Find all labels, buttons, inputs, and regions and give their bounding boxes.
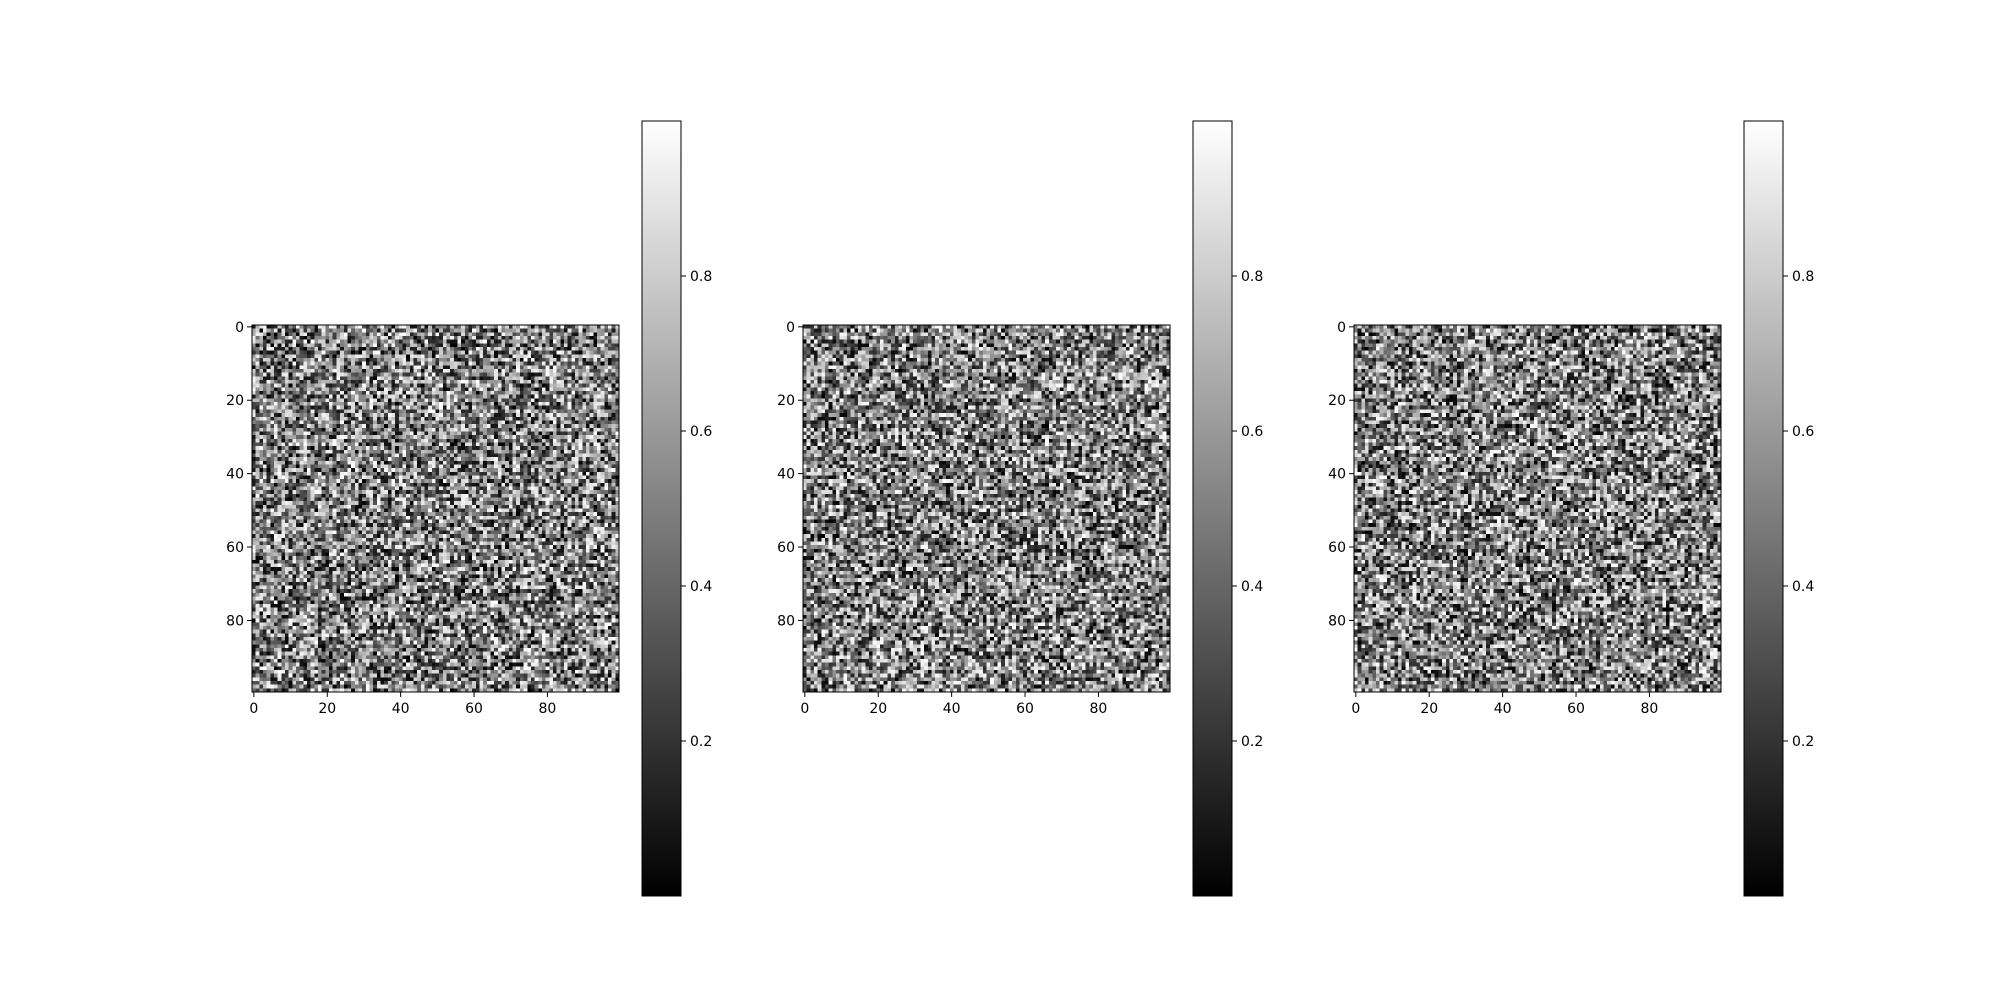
x-tick-label: 0 <box>1351 701 1360 717</box>
x-tick-label: 60 <box>1016 701 1034 717</box>
colorbar-tick-label: 0.4 <box>1241 579 1263 595</box>
x-tick-label: 80 <box>1641 701 1659 717</box>
y-tick-label: 40 <box>777 467 795 483</box>
heatmap-cells <box>1354 325 1721 692</box>
y-tick-label: 0 <box>235 320 244 336</box>
x-tick-label: 0 <box>800 701 809 717</box>
colorbar-tick-label: 0.6 <box>690 424 712 440</box>
y-tick-label: 20 <box>226 393 244 409</box>
x-tick-label: 0 <box>249 701 258 717</box>
axes-frame <box>802 324 1171 693</box>
colorbar-frame <box>1192 120 1233 897</box>
colorbar <box>1193 121 1232 896</box>
x-tick-label: 40 <box>392 701 410 717</box>
y-tick-label: 40 <box>226 467 244 483</box>
heatmap-panel-2: 0 20 40 60 80 0 20 40 60 80 0.2 0.4 0.6 0.8 <box>777 120 1263 897</box>
x-tick-label: 80 <box>1090 701 1108 717</box>
y-tick-label: 80 <box>226 613 244 629</box>
axes-frame <box>1353 324 1722 693</box>
colorbar-tick-label: 0.4 <box>690 579 712 595</box>
y-tick-label: 0 <box>1337 320 1346 336</box>
colorbar-tick-label: 0.2 <box>690 734 712 750</box>
y-tick-label: 60 <box>1328 540 1346 556</box>
x-tick-label: 60 <box>465 701 483 717</box>
x-tick-label: 20 <box>318 701 336 717</box>
y-tick-label: 60 <box>226 540 244 556</box>
colorbar <box>1744 121 1783 896</box>
heatmap-cells <box>803 325 1170 692</box>
colorbar-tick-label: 0.2 <box>1241 734 1263 750</box>
y-tick-label: 60 <box>777 540 795 556</box>
colorbar-tick-label: 0.8 <box>1792 269 1814 285</box>
colorbar-tick-label: 0.6 <box>1792 424 1814 440</box>
x-tick-label: 20 <box>869 701 887 717</box>
y-tick-label: 20 <box>777 393 795 409</box>
colorbar-tick-label: 0.8 <box>1241 269 1263 285</box>
y-tick-label: 20 <box>1328 393 1346 409</box>
heatmap-panel-1: 0 20 40 60 80 0 20 40 60 80 0.2 0.4 0.6 0.8 <box>226 120 712 897</box>
x-tick-label: 40 <box>943 701 961 717</box>
x-tick-label: 40 <box>1494 701 1512 717</box>
colorbar-tick-label: 0.2 <box>1792 734 1814 750</box>
heatmap-cells <box>252 325 619 692</box>
y-tick-label: 80 <box>777 613 795 629</box>
colorbar-tick-label: 0.6 <box>1241 424 1263 440</box>
colorbar-frame <box>641 120 682 897</box>
colorbar-frame <box>1743 120 1784 897</box>
axes-frame <box>251 324 620 693</box>
colorbar-tick-label: 0.4 <box>1792 579 1814 595</box>
heatmap-panel-3: 0 20 40 60 80 0 20 40 60 80 0.2 0.4 0.6 0.8 <box>1328 120 1814 897</box>
y-tick-label: 40 <box>1328 467 1346 483</box>
colorbar-tick-label: 0.8 <box>690 269 712 285</box>
y-tick-label: 0 <box>786 320 795 336</box>
y-tick-label: 80 <box>1328 613 1346 629</box>
x-tick-label: 80 <box>539 701 557 717</box>
x-tick-label: 60 <box>1567 701 1585 717</box>
x-tick-label: 20 <box>1420 701 1438 717</box>
colorbar <box>642 121 681 896</box>
